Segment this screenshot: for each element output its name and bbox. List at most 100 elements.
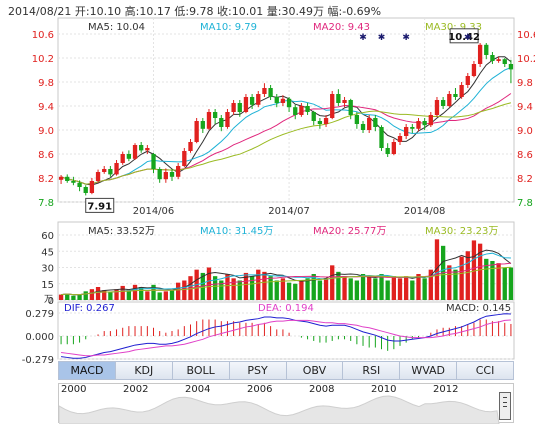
candle-body xyxy=(145,148,150,151)
event-marker: ✱ xyxy=(402,33,410,43)
candle-body xyxy=(336,94,341,103)
macd-legend-item: DIF: 0.267 xyxy=(64,303,115,314)
timeline-navigator[interactable]: 2000 2002 2004 2006 2008 2010 2012 xyxy=(58,383,514,425)
tab-macd[interactable]: MACD xyxy=(59,362,116,379)
candle-body xyxy=(299,106,304,115)
candle-body xyxy=(237,103,242,112)
volume-bar xyxy=(410,280,415,300)
candle-body xyxy=(410,127,415,129)
year-label: 2008 xyxy=(309,384,335,395)
volume-bar xyxy=(336,271,341,300)
volume-bar xyxy=(249,276,255,300)
price-legend-item: MA20: 9.43 xyxy=(313,22,370,33)
event-marker: ✱ xyxy=(378,33,386,43)
candle-body xyxy=(447,94,452,106)
price-tick-right: 10.6 xyxy=(517,30,535,41)
candle-body xyxy=(360,124,366,130)
volume-value: 30.49万 xyxy=(281,5,325,18)
year-label: 2004 xyxy=(185,384,211,395)
volume-bar xyxy=(484,258,489,300)
volume-bar xyxy=(385,280,390,300)
candle-body xyxy=(496,59,501,61)
macd-tick: 0.279 xyxy=(25,309,54,320)
candle-body xyxy=(225,112,230,127)
volume-bar xyxy=(268,276,273,300)
candle-body xyxy=(212,112,218,118)
price-legend-item: MA10: 9.79 xyxy=(200,22,257,33)
year-label: 2002 xyxy=(123,384,149,395)
candle-body xyxy=(163,172,168,180)
volume-bar xyxy=(416,274,421,300)
extreme-value-box xyxy=(449,28,479,44)
candle-body xyxy=(348,100,353,115)
volume-bar xyxy=(145,291,150,300)
candle-body xyxy=(286,98,292,108)
volume-bar xyxy=(496,263,501,300)
volume-legend-item: MA10: 31.45万 xyxy=(200,226,273,237)
volume-unit-label: 万 xyxy=(44,295,53,305)
timeline-sparkline xyxy=(58,395,500,425)
volume-bar xyxy=(330,265,335,300)
open-value: 10.10 xyxy=(89,5,122,18)
candle-body xyxy=(65,176,70,181)
volume-bar xyxy=(83,291,88,300)
candle-body xyxy=(385,148,390,154)
quote-date: 2014/08/21 xyxy=(8,5,72,18)
candle-body xyxy=(58,176,64,180)
volume-bar xyxy=(453,269,458,300)
volume-bar xyxy=(508,267,514,300)
price-tick-right: 8.2 xyxy=(517,174,533,185)
volume-bar xyxy=(422,278,427,300)
candle-body xyxy=(243,97,249,112)
volume-bar xyxy=(348,278,353,300)
candle-body xyxy=(354,115,360,124)
candle-body xyxy=(176,166,181,177)
candle-body xyxy=(249,97,255,105)
volume-bar xyxy=(397,278,403,300)
price-tick-right: 10.2 xyxy=(517,54,535,65)
price-tick-left: 10.2 xyxy=(32,54,54,65)
volume-legend-item: MA5: 33.52万 xyxy=(88,226,155,237)
candle-body xyxy=(71,181,76,183)
candle-body xyxy=(182,151,187,166)
volume-ma10-line xyxy=(61,252,511,296)
tab-boll[interactable]: BOLL xyxy=(173,362,230,379)
indicator-tabs: MACD KDJ BOLL PSY OBV RSI WVAD CCI xyxy=(58,361,514,380)
navigator-handle[interactable] xyxy=(499,392,511,420)
candle-body xyxy=(416,121,421,129)
candle-body xyxy=(262,88,267,94)
candle-body xyxy=(453,94,458,97)
history-sparkline xyxy=(58,395,500,425)
volume-bar xyxy=(465,251,470,300)
year-label: 2000 xyxy=(61,384,87,395)
tab-wvad[interactable]: WVAD xyxy=(400,362,458,379)
tab-cci[interactable]: CCI xyxy=(475,364,495,377)
volume-bar xyxy=(428,269,433,300)
price-tick-left: 7.8 xyxy=(38,198,54,209)
volume-bar xyxy=(311,274,316,300)
volume-bar xyxy=(323,278,329,300)
volume-bar xyxy=(256,269,261,300)
date-tick-label: 2014/06 xyxy=(133,206,175,217)
candle-body xyxy=(373,118,378,127)
tab-obv[interactable]: OBV xyxy=(287,362,344,379)
volume-bar xyxy=(354,280,360,300)
volume-tick: 30 xyxy=(41,264,54,275)
tab-kdj[interactable]: KDJ xyxy=(116,362,173,379)
candle-body xyxy=(268,88,273,97)
extreme-value-label: 10.42 xyxy=(448,32,480,43)
volume-bar xyxy=(182,280,187,300)
tab-rsi[interactable]: RSI xyxy=(343,362,401,379)
volume-bar xyxy=(212,276,218,300)
volume-bar xyxy=(490,261,495,300)
volume-bar xyxy=(243,272,249,300)
volume-bar xyxy=(71,295,76,300)
price-tick-right: 8.6 xyxy=(517,150,533,161)
extreme-value-box xyxy=(85,197,115,213)
candle-body xyxy=(379,127,384,148)
volume-tick: 60 xyxy=(41,231,54,242)
year-label: 2012 xyxy=(433,384,459,395)
tab-psy[interactable]: PSY xyxy=(230,362,287,379)
volume-bar xyxy=(342,276,347,300)
